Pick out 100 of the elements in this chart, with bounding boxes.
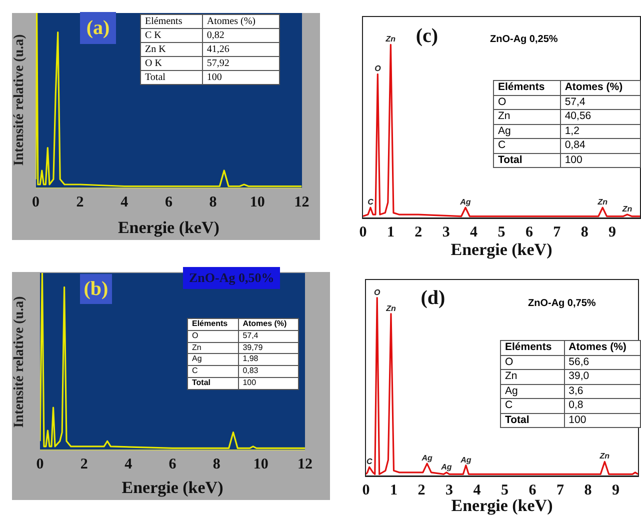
x-tick-label: 8 xyxy=(209,194,217,211)
chart-title: (d) xyxy=(420,286,446,310)
x-tick-label: 10 xyxy=(253,456,268,473)
annotation: 100 xyxy=(202,70,280,84)
annotation: 0,8 xyxy=(564,398,640,414)
annotation: Zn xyxy=(188,342,238,354)
annotation: O xyxy=(500,355,564,370)
annotation: Ag xyxy=(500,384,564,399)
annotation: O K xyxy=(140,56,202,70)
x-tick-label: 10 xyxy=(250,194,265,211)
annotation: Total xyxy=(140,70,202,84)
annotation: C xyxy=(188,366,238,378)
annotation: C K xyxy=(140,28,202,42)
annotation: Eléments xyxy=(500,340,564,356)
annotation: Zn xyxy=(384,34,396,44)
annotation: Total xyxy=(494,153,560,168)
annotation: 57,4 xyxy=(560,95,640,110)
annotation: C xyxy=(500,398,564,414)
x-tick-label: 8 xyxy=(584,482,592,499)
x-tick-label: 2 xyxy=(76,194,84,211)
x-tick-label: 4 xyxy=(124,456,133,473)
annotation: 56,6 xyxy=(564,355,640,370)
x-axis-title: Energie (keV) xyxy=(451,496,553,515)
annotation: 1,98 xyxy=(238,354,298,366)
annotation: 57,4 xyxy=(238,330,298,342)
annotation: Zn xyxy=(500,370,564,384)
annotation: C xyxy=(368,198,374,207)
annotation: 39,0 xyxy=(564,370,640,384)
annotation: C xyxy=(494,138,560,154)
annotation: Eléments xyxy=(188,318,238,330)
x-tick-label: 7 xyxy=(556,482,565,499)
x-tick-label: 2 xyxy=(414,224,422,241)
x-tick-label: 0 xyxy=(362,482,370,499)
annotation: Atomes (%) xyxy=(560,80,640,96)
annotation: Atomes (%) xyxy=(238,318,298,330)
annotation: Ag xyxy=(440,462,452,472)
x-tick-label: 0 xyxy=(32,194,40,211)
annotation: O xyxy=(374,64,382,74)
x-tick-label: 6 xyxy=(525,224,534,241)
annotation: 41,26 xyxy=(202,42,280,56)
chart-title: (a) xyxy=(80,12,116,44)
x-axis-title: Energie (keV) xyxy=(450,240,552,259)
annotation: Zn xyxy=(494,110,560,124)
chart-subtitle: ZnO-Ag 0,75% xyxy=(528,298,596,309)
x-tick-label: 3 xyxy=(446,482,454,499)
x-tick-label: 8 xyxy=(580,224,588,241)
annotation: Ag xyxy=(188,354,238,366)
annotation: Total xyxy=(188,377,238,390)
x-tick-label: 6 xyxy=(528,482,537,499)
x-axis-title: Energie (keV) xyxy=(122,478,224,497)
chart-title: (c) xyxy=(414,24,440,48)
annotation: Total xyxy=(500,413,564,428)
x-tick-label: 8 xyxy=(212,456,220,473)
annotation: Ag xyxy=(420,454,433,463)
x-tick-label: 12 xyxy=(298,456,312,473)
chart-title: (b) xyxy=(80,274,112,304)
x-tick-label: 5 xyxy=(501,482,509,499)
annotation: 40,56 xyxy=(560,110,640,124)
x-tick-label: 2 xyxy=(418,482,426,499)
annotation: O xyxy=(188,330,238,342)
x-tick-label: 3 xyxy=(442,224,450,241)
annotation: Atomes (%) xyxy=(202,14,280,28)
annotation: Zn xyxy=(596,198,608,207)
x-tick-label: 7 xyxy=(553,224,562,241)
annotation: Zn xyxy=(598,452,610,461)
x-tick-label: 5 xyxy=(498,224,506,241)
x-tick-label: 0 xyxy=(36,456,44,473)
annotation: Ag xyxy=(459,198,471,207)
x-tick-label: 9 xyxy=(612,482,620,499)
annotation: Ag xyxy=(494,124,560,139)
x-tick-label: 1 xyxy=(386,224,394,241)
annotation: 0,82 xyxy=(202,28,280,42)
x-tick-label: 12 xyxy=(294,194,310,211)
x-tick-label: 6 xyxy=(164,194,173,211)
annotation: Eléments xyxy=(140,14,202,28)
annotation: 3,6 xyxy=(564,384,640,399)
annotation: Zn xyxy=(385,304,396,313)
annotation: 100 xyxy=(564,413,640,428)
annotation: 0,84 xyxy=(560,138,640,154)
annotation: O xyxy=(374,288,381,297)
x-tick-label: 0 xyxy=(359,224,367,241)
annotation: 57,92 xyxy=(202,56,280,70)
x-tick-label: 1 xyxy=(390,482,398,499)
x-axis-title: Energie (keV) xyxy=(118,218,220,237)
x-tick-label: 4 xyxy=(473,482,482,499)
annotation: Zn xyxy=(621,204,632,214)
x-tick-label: 2 xyxy=(80,456,88,473)
annotation: Eléments xyxy=(494,80,560,96)
x-tick-label: 4 xyxy=(120,194,129,211)
chart-subtitle: ZnO-Ag 0,25% xyxy=(490,34,558,45)
annotation: 0,83 xyxy=(238,366,298,378)
annotation: C xyxy=(366,457,372,466)
x-tick-label: 9 xyxy=(608,224,616,241)
x-tick-label: 4 xyxy=(470,224,478,241)
annotation: 100 xyxy=(560,153,640,168)
y-axis-title: Intensité relative (u.a) xyxy=(12,296,28,428)
annotation: O xyxy=(494,95,560,110)
annotation: 100 xyxy=(238,377,298,390)
annotation: 39,79 xyxy=(238,342,298,354)
y-axis-title: Intensité relative (u.a) xyxy=(12,34,28,166)
